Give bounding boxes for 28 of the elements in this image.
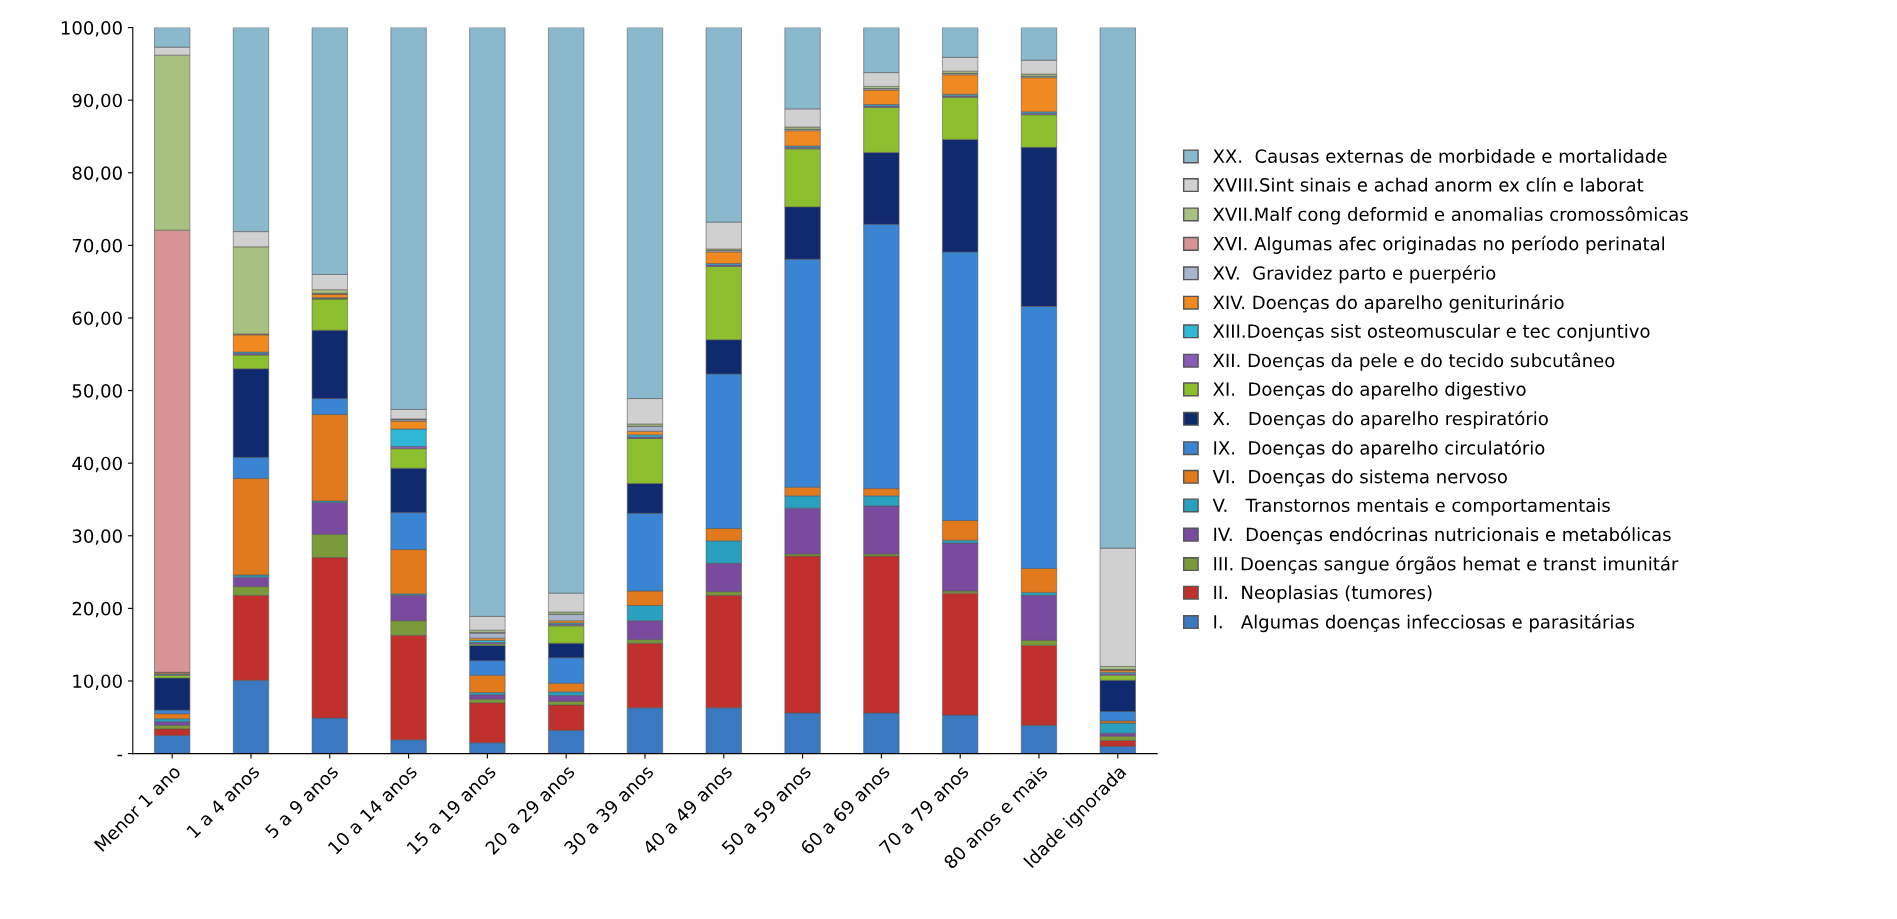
legend-label: XIV. Doenças do aparelho geniturinário (1213, 294, 1564, 313)
y-tick-label: 40,00 (72, 456, 122, 473)
legend-label: XII. Doenças da pele e do tecido subcutâneo (1213, 352, 1615, 371)
legend-label: III. Doenças sangue órgãos hemat e transt imunitár (1214, 555, 1679, 575)
legend-label: V. Transtornos mentais e comportamentais (1212, 498, 1610, 516)
legend-label: XIII.Doenças sist osteomuscular e tec conjuntivo (1213, 323, 1650, 342)
y-tick-label: 80,00 (72, 166, 122, 182)
y-tick-label: 10,00 (73, 674, 122, 690)
legend-label: IX. Doenças do aparelho circulatório (1214, 440, 1545, 459)
legend-label: XI. Doenças do aparelho digestivo (1213, 381, 1526, 400)
y-tick-label: 20,00 (72, 601, 122, 618)
y-tick-label: 50,00 (72, 384, 122, 400)
y-tick-label: 30,00 (72, 529, 122, 545)
legend-label: IV. Doenças endócrinas nutricionais e metabólicas (1214, 526, 1671, 545)
legend-label: X. Doenças do aparelho respiratório (1213, 410, 1548, 429)
legend-label: XV. Gravidez parto e puerpério (1213, 265, 1496, 284)
legend-label: XVII.Malf cong deformid e anomalias cromossômicas (1213, 206, 1688, 225)
legend-label: II. Neoplasias (tumores) (1214, 585, 1432, 603)
legend-label: XVI. Algumas afec originadas no período perinatal (1213, 235, 1664, 254)
legend-label: I. Algumas doenças infecciosas e parasitárias (1214, 613, 1635, 633)
y-tick-label: 90,00 (72, 93, 122, 110)
legend-label: VI. Doenças do sistema nervoso (1212, 469, 1507, 487)
legend-label: XX. Causas externas de morbidade e mortalidade (1213, 149, 1667, 163)
y-tick-label: 100,00 (61, 21, 122, 37)
legend-label: XVIII.Sint sinais e achad anorm ex clín e laborat (1213, 176, 1644, 192)
y-tick-label: 70,00 (72, 238, 122, 255)
y-tick-label: 60,00 (72, 311, 122, 327)
y-tick-label: - (117, 754, 123, 757)
